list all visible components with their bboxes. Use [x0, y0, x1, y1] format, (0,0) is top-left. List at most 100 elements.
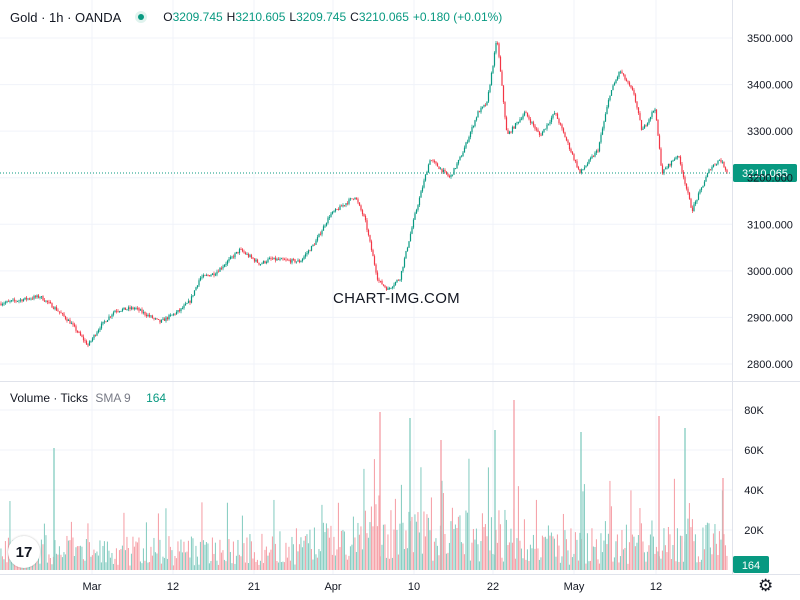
candle-body — [592, 156, 595, 158]
candle-body — [726, 169, 728, 173]
volume-bar — [532, 534, 534, 570]
candle-body — [522, 115, 524, 119]
close-value: 3210.065 — [358, 10, 409, 24]
candle-body — [249, 255, 251, 257]
volume-bar — [154, 552, 156, 570]
candle-body — [127, 307, 130, 310]
volume-bar — [243, 543, 245, 570]
volume-bar — [109, 557, 111, 570]
volume-bar — [205, 542, 207, 570]
volume-bar — [133, 546, 135, 570]
candle-body — [99, 328, 101, 331]
candle-body — [472, 125, 475, 128]
volume-bar — [652, 536, 654, 570]
candle-body — [352, 198, 355, 200]
volume-last-badge — [733, 556, 769, 573]
volume-bar — [139, 561, 141, 570]
volume-bar — [634, 546, 636, 570]
volume-bar — [289, 560, 291, 570]
volume-bar — [96, 551, 98, 570]
volume-bar — [432, 560, 434, 570]
volume-bar — [4, 541, 6, 570]
candle-body — [241, 249, 244, 252]
low-value: 3209.745 — [296, 10, 347, 24]
volume-bar — [543, 537, 545, 570]
volume-bar — [535, 499, 537, 570]
volume-bar — [397, 554, 399, 570]
volume-bar — [625, 524, 627, 570]
candle-body — [138, 308, 140, 311]
candle-body — [618, 71, 620, 77]
volume-bar — [627, 563, 629, 570]
volume-bar — [235, 555, 237, 570]
volume-bar — [597, 559, 599, 570]
volume-bar — [180, 539, 182, 570]
candle-body — [103, 321, 106, 323]
candle-body — [495, 42, 497, 53]
candle-body — [81, 335, 83, 337]
candle-body — [33, 296, 35, 299]
volume-bar — [295, 528, 297, 570]
candle-body — [561, 124, 563, 129]
candle-body — [370, 241, 373, 251]
volume-bar — [624, 547, 626, 570]
candle-body — [387, 288, 389, 290]
candle-body — [67, 319, 70, 321]
price-axis[interactable]: 3500.000 3400.000 3300.000 3200.000 3100.000… — [747, 33, 793, 371]
symbol-title[interactable]: Gold · 1h · OANDA — [10, 9, 122, 25]
volume-bar — [559, 562, 561, 570]
candle-body — [609, 95, 611, 101]
candle-body — [109, 316, 112, 318]
volume-bar — [103, 541, 105, 570]
volume-bar-spike — [722, 478, 724, 570]
volume-bar — [391, 557, 393, 570]
volume-bar — [468, 458, 470, 570]
candle-body — [199, 277, 202, 281]
time-axis[interactable]: Mar 12 21 Apr 10 22 May 12 — [83, 581, 663, 593]
candle-body — [444, 169, 446, 172]
volume-bar — [123, 512, 125, 570]
candle-body — [670, 160, 673, 166]
candle-body — [487, 92, 490, 102]
volume-bar — [456, 528, 458, 570]
volume-bar — [382, 524, 384, 570]
price-axis-tick-label: 3400.000 — [747, 80, 793, 92]
change-value: +0.180 (+0.01%) — [412, 10, 503, 24]
volume-bar — [525, 559, 527, 570]
candle-body — [36, 295, 38, 298]
candle-body — [174, 313, 176, 315]
volume-bar — [112, 563, 114, 570]
volume-bar — [223, 559, 225, 570]
volume-bar — [105, 562, 107, 570]
volume-bar — [648, 545, 650, 570]
candle-body — [57, 310, 59, 312]
volume-bar — [445, 553, 447, 570]
candle-body — [699, 189, 701, 194]
volume-axis[interactable]: 80K 60K 40K 20K 164 — [733, 405, 769, 573]
volume-bar — [622, 549, 624, 570]
candle-body — [394, 281, 397, 285]
candle-body — [616, 76, 619, 80]
candle-body — [288, 259, 290, 261]
volume-title[interactable]: Volume · Ticks — [10, 391, 89, 405]
candle-body — [469, 132, 472, 138]
candle-body — [10, 300, 13, 302]
candle-body — [46, 300, 49, 302]
last-price-label: 3210.065 — [742, 168, 788, 180]
volume-bar — [207, 543, 209, 570]
candle-body — [282, 258, 284, 260]
volume-bar — [717, 554, 719, 570]
volume-bar — [228, 539, 230, 570]
volume-bar — [633, 536, 635, 570]
tradingview-logo-icon[interactable]: 17 — [8, 536, 40, 568]
volume-bar — [457, 516, 459, 570]
candle-body — [640, 120, 643, 130]
volume-bar — [399, 523, 401, 570]
candle-body — [507, 130, 509, 134]
volume-bar — [447, 552, 449, 570]
volume-bar — [240, 556, 242, 570]
volume-bar — [517, 486, 519, 570]
settings-gear-icon[interactable]: ⚙ — [758, 576, 774, 595]
candle-body — [346, 203, 349, 205]
